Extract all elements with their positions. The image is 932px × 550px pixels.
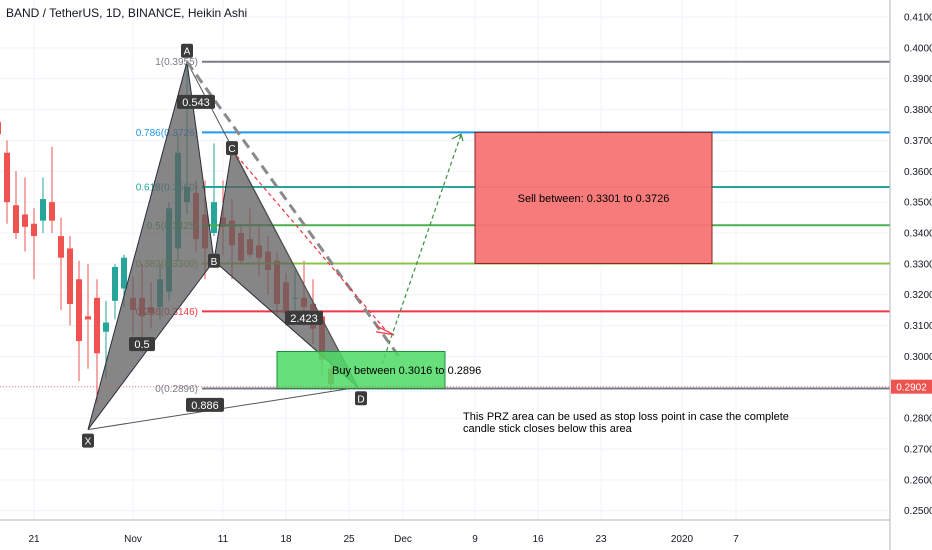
annotations: This PRZ area can be used as stop loss p… <box>82 43 789 448</box>
candle-body <box>121 257 127 289</box>
sell-zone-label: Sell between: 0.3301 to 0.3726 <box>518 193 670 205</box>
candle-body <box>211 202 217 233</box>
ratio-badge <box>285 310 323 325</box>
y-tick-label: 0.3900 <box>904 74 932 85</box>
candle-body <box>58 236 64 258</box>
buy-projection-arrowhead <box>451 133 464 142</box>
trade-zones[interactable]: Buy between 0.3016 to 0.2896 Sell between… <box>276 131 713 390</box>
y-tick-label: 0.3800 <box>904 105 932 116</box>
candle-body <box>103 322 109 332</box>
note-line-1: This PRZ area can be used as stop loss p… <box>463 411 789 423</box>
y-tick-label: 0.3300 <box>904 259 932 270</box>
note-line-2: candle stick closes below this area <box>463 423 633 435</box>
pattern-point-badge <box>82 433 94 448</box>
y-tick-label: 0.3600 <box>904 167 932 178</box>
candle-body <box>76 279 82 342</box>
x-tick-label: 7 <box>733 534 739 545</box>
x-tick-label: 11 <box>218 534 229 545</box>
pattern-triangle-xab[interactable] <box>87 61 215 430</box>
fib-level-label: 0(0.2896) <box>155 384 198 395</box>
pattern-point-badge <box>355 391 367 406</box>
y-tick-label: 0.2800 <box>904 414 932 425</box>
ratio-label: 0.543 <box>182 97 210 109</box>
candle-body <box>49 202 55 221</box>
y-tick-label: 0.2700 <box>904 445 932 456</box>
x-tick-label: Nov <box>124 534 142 545</box>
x-tick-label: 9 <box>472 534 478 545</box>
y-tick-label: 0.3000 <box>904 352 932 363</box>
sell-zone[interactable] <box>474 131 713 265</box>
pattern-point-label: D <box>357 394 364 405</box>
ratio-badge <box>177 94 215 109</box>
pattern-point-badge <box>226 141 238 156</box>
pattern-point-badge <box>208 253 220 268</box>
pattern-point-label: A <box>184 47 191 58</box>
sell-projection-arrow[interactable] <box>231 149 386 330</box>
x-tick-label: 21 <box>28 534 40 545</box>
y-tick-label: 0.4100 <box>904 12 932 23</box>
y-tick-label: 0.3500 <box>904 198 932 209</box>
candle-body <box>112 266 118 301</box>
buy-projection-arrow[interactable] <box>381 134 462 365</box>
last-price-label: 0.2902 <box>896 383 927 394</box>
x-tick-label: 18 <box>280 534 292 545</box>
pattern-point-label: C <box>228 144 235 155</box>
chart-title: BAND / TetherUS, 1D, BINANCE, Heikin Ash… <box>6 6 248 20</box>
candle-body <box>31 223 37 237</box>
y-tick-label: 0.2600 <box>904 475 932 486</box>
sell-projection-arrowhead <box>375 325 395 336</box>
projection-dashed-line <box>185 60 402 359</box>
candle-body <box>85 316 91 320</box>
candle-body <box>22 214 28 227</box>
last-price-tag <box>891 379 932 394</box>
buy-zone[interactable] <box>276 351 446 390</box>
buy-zone-label: Buy between 0.3016 to 0.2896 <box>332 365 481 377</box>
y-tick-label: 0.2500 <box>904 506 932 517</box>
candle-body <box>4 152 10 203</box>
candle-body <box>40 199 46 221</box>
projection-arrows[interactable] <box>231 133 464 365</box>
pattern-point-label: B <box>211 257 218 268</box>
fib-level-label: 0.786(0.3726) <box>136 128 198 139</box>
candle-body <box>67 248 73 304</box>
pattern-leg-ad <box>186 61 359 388</box>
fib-level-label: 1(0.3955) <box>155 57 198 68</box>
pattern-point-label: X <box>85 437 92 448</box>
candle-body <box>13 205 19 233</box>
x-tick-label: 16 <box>532 534 544 545</box>
ratio-label: 0.5 <box>134 339 149 351</box>
y-tick-label: 0.3200 <box>904 290 932 301</box>
candle-body <box>0 121 1 135</box>
x-tick-label: 25 <box>343 534 355 545</box>
candle-body <box>94 297 100 354</box>
pattern-point-badge <box>181 43 193 58</box>
y-tick-label: 0.3100 <box>904 321 932 332</box>
x-tick-label: Dec <box>394 534 412 545</box>
x-tick-label: 23 <box>595 534 607 545</box>
y-tick-label: 0.3700 <box>904 136 932 147</box>
x-tick-label: 2020 <box>671 534 694 545</box>
ratio-badge <box>186 397 224 412</box>
y-tick-label: 0.3400 <box>904 228 932 239</box>
y-tick-label: 0.4000 <box>904 43 932 54</box>
ratio-label: 2.423 <box>290 313 318 325</box>
ratio-label: 0.886 <box>191 400 219 412</box>
ratio-badge <box>129 337 155 352</box>
